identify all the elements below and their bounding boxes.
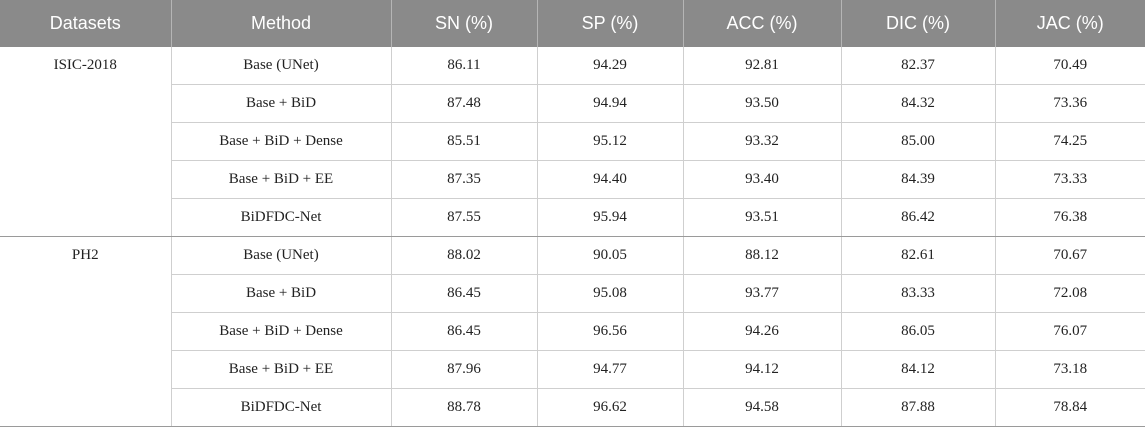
table-row: Base + BiD 86.45 95.08 93.77 83.33 72.08	[0, 274, 1145, 313]
jac-cell: 73.36	[994, 84, 1145, 123]
method-cell: Base + BiD + EE	[170, 350, 391, 389]
sp-cell: 94.40	[536, 160, 683, 199]
header-sp: SP (%)	[536, 0, 683, 47]
table-body: ISIC-2018 Base (UNet) 86.11 94.29 92.81 …	[0, 47, 1145, 427]
acc-cell: 94.26	[682, 312, 841, 351]
jac-cell: 78.84	[994, 388, 1145, 427]
dic-cell: 86.05	[840, 312, 995, 351]
dic-cell: 84.32	[840, 84, 995, 123]
dic-cell: 85.00	[840, 122, 995, 161]
dic-cell: 82.61	[840, 236, 995, 275]
sp-cell: 90.05	[536, 236, 683, 275]
sp-cell: 96.56	[536, 312, 683, 351]
header-row: Datasets Method SN (%) SP (%) ACC (%) DI…	[0, 0, 1145, 47]
sn-cell: 87.96	[390, 350, 537, 389]
jac-cell: 73.33	[994, 160, 1145, 199]
sn-cell: 86.11	[390, 47, 537, 85]
header-datasets: Datasets	[0, 0, 171, 47]
sp-cell: 94.77	[536, 350, 683, 389]
table-row: Base + BiD + Dense 86.45 96.56 94.26 86.…	[0, 312, 1145, 351]
acc-cell: 93.40	[682, 160, 841, 199]
dic-cell: 83.33	[840, 274, 995, 313]
acc-cell: 93.77	[682, 274, 841, 313]
acc-cell: 94.58	[682, 388, 841, 427]
sn-cell: 86.45	[390, 274, 537, 313]
table-row: Base + BiD + Dense 85.51 95.12 93.32 85.…	[0, 122, 1145, 161]
acc-cell: 92.81	[682, 47, 841, 85]
sn-cell: 87.48	[390, 84, 537, 123]
jac-cell: 72.08	[994, 274, 1145, 313]
sp-cell: 95.08	[536, 274, 683, 313]
sn-cell: 85.51	[390, 122, 537, 161]
table-row: PH2 Base (UNet) 88.02 90.05 88.12 82.61 …	[0, 236, 1145, 427]
table-row: Base + BiD + EE 87.35 94.40 93.40 84.39 …	[0, 160, 1145, 199]
method-cell: BiDFDC-Net	[170, 198, 391, 237]
sp-cell: 95.94	[536, 198, 683, 237]
method-cell: Base + BiD + EE	[170, 160, 391, 199]
dic-cell: 84.12	[840, 350, 995, 389]
sp-cell: 94.94	[536, 84, 683, 123]
table-row: ISIC-2018 Base (UNet) 86.11 94.29 92.81 …	[0, 47, 1145, 237]
acc-cell: 93.50	[682, 84, 841, 123]
method-cell: Base + BiD + Dense	[170, 312, 391, 351]
acc-cell: 93.32	[682, 122, 841, 161]
sp-cell: 94.29	[536, 47, 683, 85]
sp-cell: 95.12	[536, 122, 683, 161]
method-cell: Base (UNet)	[170, 47, 391, 85]
acc-cell: 88.12	[682, 236, 841, 275]
dic-cell: 86.42	[840, 198, 995, 237]
acc-cell: 93.51	[682, 198, 841, 237]
dic-cell: 82.37	[840, 47, 995, 85]
table-row: BiDFDC-Net 88.78 96.62 94.58 87.88 78.84	[0, 388, 1145, 427]
jac-cell: 74.25	[994, 122, 1145, 161]
jac-cell: 70.49	[994, 47, 1145, 85]
method-cell: Base + BiD	[170, 84, 391, 123]
dataset-cell: PH2	[0, 236, 171, 427]
table-row: Base + BiD + EE 87.96 94.77 94.12 84.12 …	[0, 350, 1145, 389]
acc-cell: 94.12	[682, 350, 841, 389]
jac-cell: 76.38	[994, 198, 1145, 237]
dic-cell: 84.39	[840, 160, 995, 199]
sn-cell: 88.02	[390, 236, 537, 275]
sn-cell: 87.55	[390, 198, 537, 237]
dic-cell: 87.88	[840, 388, 995, 427]
header-sn: SN (%)	[390, 0, 537, 47]
header-acc: ACC (%)	[682, 0, 841, 47]
method-cell: Base + BiD + Dense	[170, 122, 391, 161]
jac-cell: 76.07	[994, 312, 1145, 351]
table-row: BiDFDC-Net 87.55 95.94 93.51 86.42 76.38	[0, 198, 1145, 237]
sp-cell: 96.62	[536, 388, 683, 427]
sn-cell: 87.35	[390, 160, 537, 199]
sn-cell: 88.78	[390, 388, 537, 427]
method-cell: Base + BiD	[170, 274, 391, 313]
jac-cell: 70.67	[994, 236, 1145, 275]
table-header: Datasets Method SN (%) SP (%) ACC (%) DI…	[0, 0, 1145, 47]
sn-cell: 86.45	[390, 312, 537, 351]
method-cell: BiDFDC-Net	[170, 388, 391, 427]
header-jac: JAC (%)	[994, 0, 1145, 47]
header-method: Method	[170, 0, 391, 47]
jac-cell: 73.18	[994, 350, 1145, 389]
method-cell: Base (UNet)	[170, 236, 391, 275]
header-dic: DIC (%)	[840, 0, 995, 47]
dataset-cell: ISIC-2018	[0, 47, 171, 237]
table-row: Base + BiD 87.48 94.94 93.50 84.32 73.36	[0, 84, 1145, 123]
